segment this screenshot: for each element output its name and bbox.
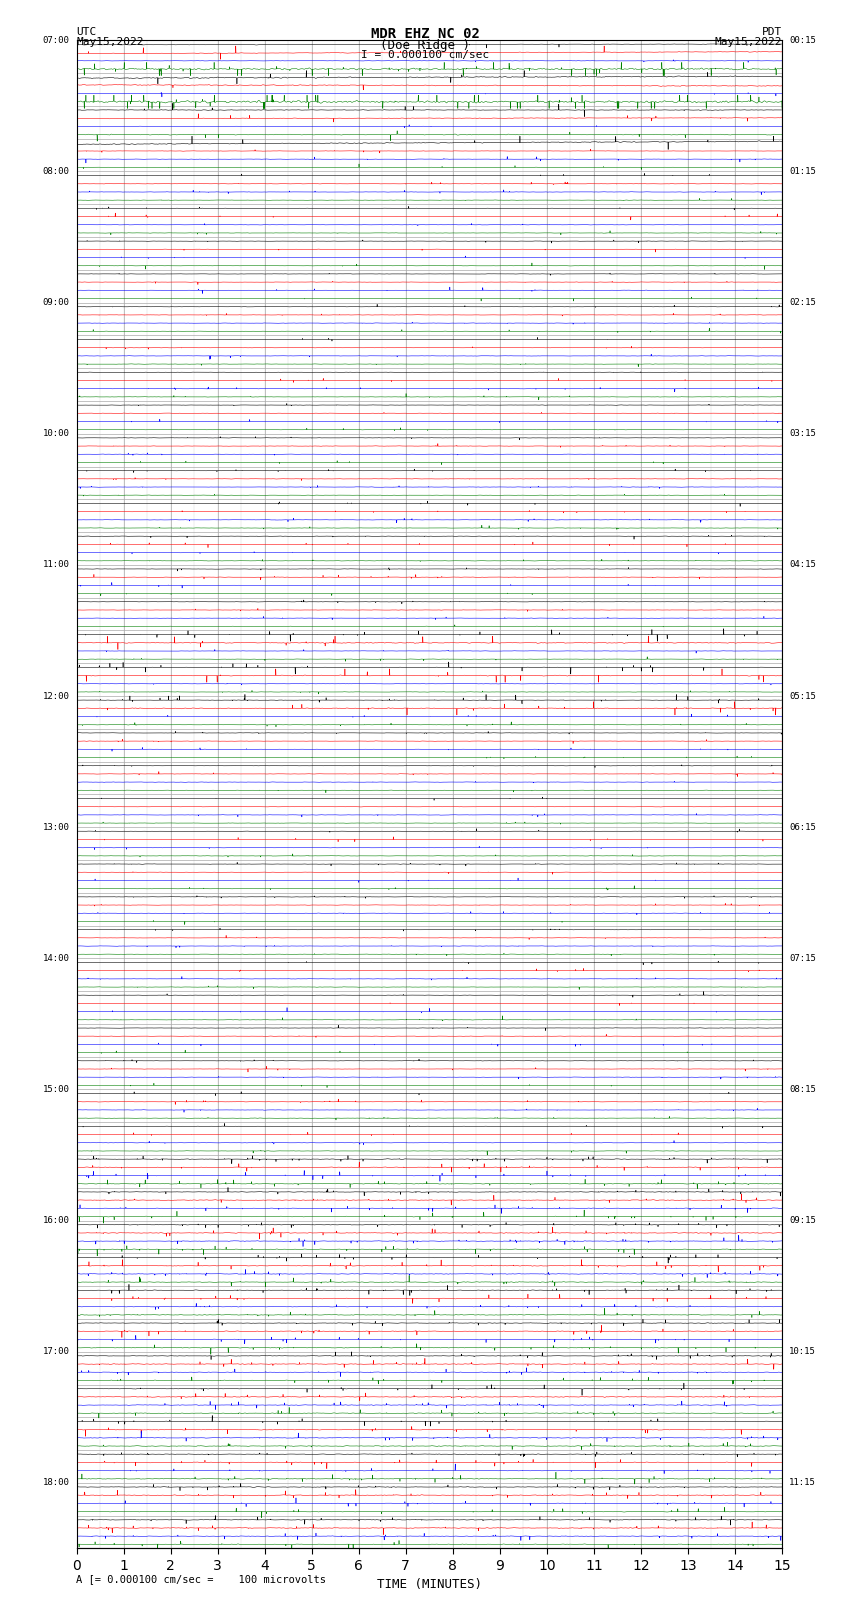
Text: May15,2022: May15,2022	[715, 37, 782, 47]
Text: 03:15: 03:15	[789, 429, 816, 439]
Text: 11:00: 11:00	[42, 560, 70, 569]
Text: 04:15: 04:15	[789, 560, 816, 569]
Text: 02:15: 02:15	[789, 298, 816, 306]
Text: 17:00: 17:00	[42, 1347, 70, 1357]
Text: 11:15: 11:15	[789, 1479, 816, 1487]
Text: 10:15: 10:15	[789, 1347, 816, 1357]
Text: 10:00: 10:00	[42, 429, 70, 439]
Text: 18:00: 18:00	[42, 1479, 70, 1487]
Text: MDR EHZ NC 02: MDR EHZ NC 02	[371, 27, 479, 42]
Text: A [= 0.000100 cm/sec =    100 microvolts: A [= 0.000100 cm/sec = 100 microvolts	[76, 1574, 326, 1584]
Text: PDT: PDT	[762, 27, 782, 37]
Text: 05:15: 05:15	[789, 692, 816, 700]
Text: 00:15: 00:15	[789, 35, 816, 45]
X-axis label: TIME (MINUTES): TIME (MINUTES)	[377, 1579, 482, 1592]
Text: 13:00: 13:00	[42, 823, 70, 832]
Text: 06:15: 06:15	[789, 823, 816, 832]
Text: May15,2022: May15,2022	[76, 37, 144, 47]
Text: 01:15: 01:15	[789, 168, 816, 176]
Text: (Doe Ridge ): (Doe Ridge )	[380, 39, 470, 52]
Text: 09:00: 09:00	[42, 298, 70, 306]
Text: 12:00: 12:00	[42, 692, 70, 700]
Text: I = 0.000100 cm/sec: I = 0.000100 cm/sec	[361, 50, 489, 60]
Text: UTC: UTC	[76, 27, 97, 37]
Text: 07:15: 07:15	[789, 953, 816, 963]
Text: 07:00: 07:00	[42, 35, 70, 45]
Text: 08:15: 08:15	[789, 1086, 816, 1094]
Text: 16:00: 16:00	[42, 1216, 70, 1226]
Text: 14:00: 14:00	[42, 953, 70, 963]
Text: 08:00: 08:00	[42, 168, 70, 176]
Text: 15:00: 15:00	[42, 1086, 70, 1094]
Text: 09:15: 09:15	[789, 1216, 816, 1226]
